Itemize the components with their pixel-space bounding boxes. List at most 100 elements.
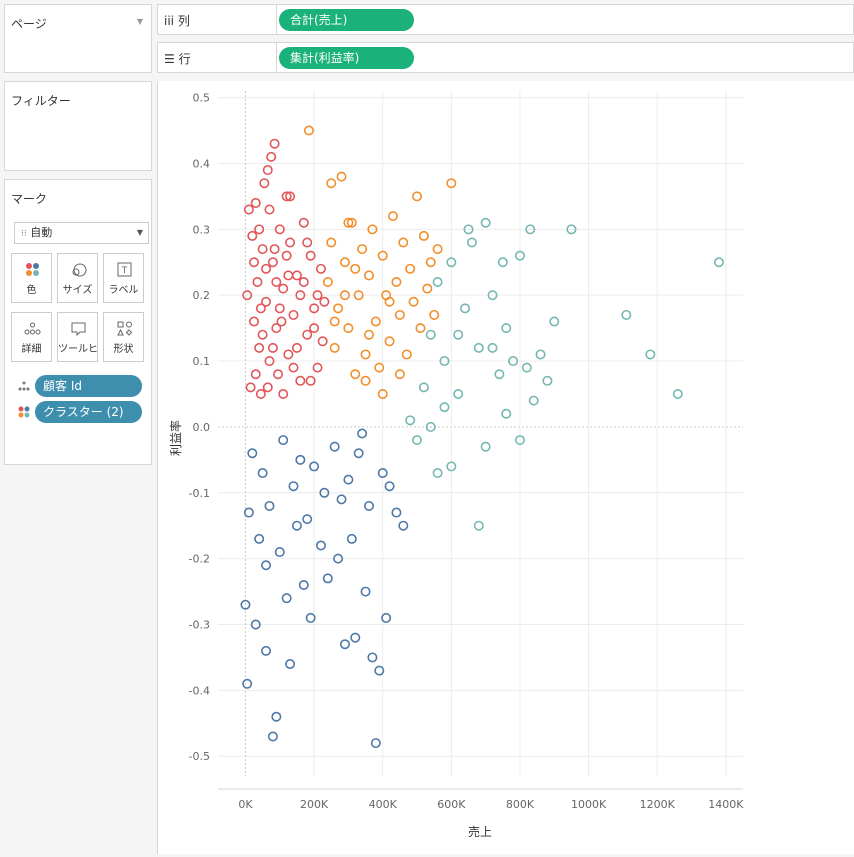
data-point[interactable] xyxy=(252,277,263,288)
label-button[interactable]: T ラベル xyxy=(103,253,144,303)
data-point[interactable] xyxy=(463,224,474,235)
data-point[interactable] xyxy=(243,507,254,518)
data-point[interactable] xyxy=(501,408,512,419)
color-button[interactable]: 色 xyxy=(11,253,52,303)
data-point[interactable] xyxy=(262,165,273,176)
data-point[interactable] xyxy=(514,435,525,446)
data-point[interactable] xyxy=(384,481,395,492)
data-point[interactable] xyxy=(281,191,292,202)
data-point[interactable] xyxy=(273,369,284,380)
data-point[interactable] xyxy=(360,349,371,360)
data-point[interactable] xyxy=(405,415,416,426)
data-point[interactable] xyxy=(336,171,347,182)
data-point[interactable] xyxy=(398,520,409,531)
data-point[interactable] xyxy=(267,342,278,353)
data-point[interactable] xyxy=(453,388,464,399)
data-point[interactable] xyxy=(250,369,261,380)
data-point[interactable] xyxy=(367,224,378,235)
data-point[interactable] xyxy=(480,217,491,228)
data-point[interactable] xyxy=(312,290,323,301)
data-point[interactable] xyxy=(274,303,285,314)
data-point[interactable] xyxy=(473,342,484,353)
data-point[interactable] xyxy=(418,382,429,393)
data-point[interactable] xyxy=(264,500,275,511)
data-point[interactable] xyxy=(549,316,560,327)
mark-type-dropdown[interactable]: ⁝⁝ 自動 ▼ xyxy=(14,222,149,244)
data-point[interactable] xyxy=(439,356,450,367)
data-point[interactable] xyxy=(271,277,282,288)
data-point[interactable] xyxy=(508,356,519,367)
data-point[interactable] xyxy=(305,375,316,386)
tooltip-button[interactable]: ツールヒ… xyxy=(57,312,98,362)
data-point[interactable] xyxy=(276,316,287,327)
data-point[interactable] xyxy=(535,349,546,360)
scatter-plot[interactable]: 0.5 0.4 0.3 0.2 0.1 0.0 -0.1 -0.2 -0.3 -0.4 -0.5 0K… xyxy=(158,81,854,854)
data-point[interactable] xyxy=(501,323,512,334)
data-point[interactable] xyxy=(353,290,364,301)
data-point[interactable] xyxy=(285,659,296,670)
data-point[interactable] xyxy=(259,178,270,189)
data-point[interactable] xyxy=(377,250,388,261)
data-point[interactable] xyxy=(264,204,275,215)
chart-area[interactable]: 0.5 0.4 0.3 0.2 0.1 0.0 -0.1 -0.2 -0.3 -0.4 -0.5 0K… xyxy=(157,81,854,854)
data-point[interactable] xyxy=(329,441,340,452)
data-point[interactable] xyxy=(391,277,402,288)
cluster-pill[interactable]: クラスター (2) xyxy=(35,401,142,423)
customer-id-pill[interactable]: 顧客 Id xyxy=(35,375,142,397)
data-point[interactable] xyxy=(497,257,508,268)
data-point[interactable] xyxy=(261,560,272,571)
data-point[interactable] xyxy=(247,230,258,241)
data-point[interactable] xyxy=(245,382,256,393)
data-point[interactable] xyxy=(309,323,320,334)
data-point[interactable] xyxy=(388,211,399,222)
detail-button[interactable]: 詳細 xyxy=(11,312,52,362)
data-point[interactable] xyxy=(312,362,323,373)
data-point[interactable] xyxy=(269,138,280,149)
data-point[interactable] xyxy=(317,336,328,347)
data-point[interactable] xyxy=(243,204,254,215)
data-point[interactable] xyxy=(309,461,320,472)
data-point[interactable] xyxy=(281,593,292,604)
data-point[interactable] xyxy=(432,468,443,479)
data-point[interactable] xyxy=(514,250,525,261)
data-point[interactable] xyxy=(257,468,268,479)
size-button[interactable]: サイズ xyxy=(57,253,98,303)
data-point[interactable] xyxy=(281,250,292,261)
data-point[interactable] xyxy=(255,303,266,314)
data-point[interactable] xyxy=(350,632,361,643)
data-point[interactable] xyxy=(271,323,282,334)
data-point[interactable] xyxy=(394,369,405,380)
data-point[interactable] xyxy=(326,237,337,248)
data-point[interactable] xyxy=(542,375,553,386)
data-point[interactable] xyxy=(525,224,536,235)
data-point[interactable] xyxy=(494,369,505,380)
data-point[interactable] xyxy=(333,553,344,564)
data-point[interactable] xyxy=(329,342,340,353)
data-point[interactable] xyxy=(295,375,306,386)
data-point[interactable] xyxy=(262,382,273,393)
data-point[interactable] xyxy=(429,309,440,320)
data-point[interactable] xyxy=(480,441,491,452)
data-point[interactable] xyxy=(350,369,361,380)
data-point[interactable] xyxy=(257,329,268,340)
data-point[interactable] xyxy=(381,612,392,623)
data-point[interactable] xyxy=(288,309,299,320)
data-point[interactable] xyxy=(250,619,261,630)
data-point[interactable] xyxy=(713,257,724,268)
rows-shelf[interactable]: ☰ 行 集計(利益率) xyxy=(157,42,854,73)
data-point[interactable] xyxy=(346,217,357,228)
data-point[interactable] xyxy=(315,540,326,551)
data-point[interactable] xyxy=(264,356,275,367)
data-point[interactable] xyxy=(285,191,296,202)
data-point[interactable] xyxy=(274,224,285,235)
data-point[interactable] xyxy=(377,388,388,399)
data-point[interactable] xyxy=(295,290,306,301)
data-point[interactable] xyxy=(298,579,309,590)
data-point[interactable] xyxy=(473,520,484,531)
data-point[interactable] xyxy=(521,362,532,373)
data-point[interactable] xyxy=(242,290,253,301)
data-point[interactable] xyxy=(266,151,277,162)
data-point[interactable] xyxy=(422,283,433,294)
data-point[interactable] xyxy=(391,507,402,518)
data-point[interactable] xyxy=(384,336,395,347)
